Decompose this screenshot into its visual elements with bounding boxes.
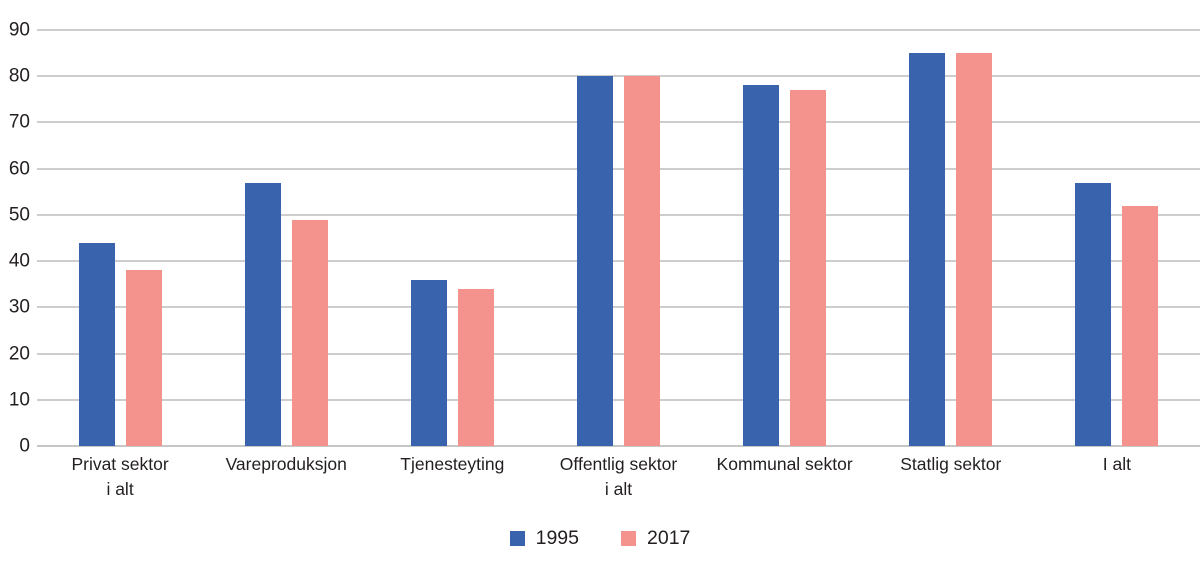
bar-1995 [576, 76, 613, 446]
x-axis-labels: Privat sektor i alt Vareproduksjon Tjenest… [37, 452, 1200, 503]
gridline-80 [37, 75, 1200, 77]
legend-swatch-1995 [509, 531, 525, 547]
legend-label: 1995 [535, 527, 579, 549]
bar-1995 [1075, 182, 1112, 446]
bar-group-1 [37, 30, 203, 446]
gridline-50 [37, 214, 1200, 216]
bar-2017 [125, 270, 162, 446]
bar-group-2 [203, 30, 369, 446]
bar-group-4 [535, 30, 701, 446]
bar-group-3 [369, 30, 535, 446]
y-tick-label-60: 60 [8, 158, 30, 180]
y-tick-label-20: 20 [8, 343, 30, 365]
x-category-label: Offentlig sektor i alt [559, 454, 678, 500]
bar-1995 [743, 85, 780, 446]
y-tick-label-80: 80 [8, 65, 30, 87]
legend-swatch-2017 [621, 531, 636, 547]
bar-1995 [909, 53, 946, 446]
plot-area [37, 29, 1200, 447]
y-tick-label-90: 90 [8, 19, 30, 41]
gridline-30 [37, 306, 1200, 308]
bar-2017 [623, 76, 660, 446]
bar-1995 [78, 242, 115, 446]
y-tick-label-40: 40 [8, 250, 30, 272]
y-tick-label-0: 0 [19, 435, 30, 457]
y-tick-label-30: 30 [8, 296, 30, 318]
legend-label: 2017 [647, 527, 691, 549]
x-category-label: I alt [1102, 454, 1132, 474]
bar-group-5 [702, 30, 868, 446]
bar-2017 [291, 219, 328, 446]
bar-group-6 [868, 30, 1034, 446]
bar-2017 [790, 90, 827, 446]
bar-2017 [956, 53, 993, 446]
legend-item-1995: 1995 [509, 527, 579, 549]
x-category-label: Privat sektor i alt [71, 454, 169, 500]
bar-1995 [410, 279, 447, 446]
gridline-0 [37, 445, 1200, 447]
bar-2017 [457, 288, 494, 446]
gridline-60 [37, 168, 1200, 170]
bar-2017 [1122, 205, 1159, 446]
gridline-40 [37, 260, 1200, 262]
gridline-10 [37, 399, 1200, 401]
legend: 1995 2017 [0, 527, 1200, 549]
gridline-90 [37, 29, 1200, 31]
bar-groups [37, 30, 1200, 446]
y-tick-label-70: 70 [8, 111, 30, 133]
y-axis: 0 10 20 30 40 50 60 70 80 90 [0, 21, 30, 456]
x-category-label: Vareproduksjon [225, 454, 347, 474]
gridlines [37, 29, 1200, 447]
legend-item-2017: 2017 [621, 527, 691, 549]
gridline-70 [37, 121, 1200, 123]
gridline-20 [37, 353, 1200, 355]
y-tick-label-10: 10 [8, 389, 30, 411]
x-category-label: Tjenesteyting [400, 454, 505, 474]
y-tick-label-50: 50 [8, 204, 30, 226]
bar-group-7 [1034, 30, 1200, 446]
bar-1995 [244, 182, 281, 446]
x-category-label: Kommunal sektor [716, 454, 853, 474]
x-category-label: Statlig sektor [900, 454, 1002, 474]
